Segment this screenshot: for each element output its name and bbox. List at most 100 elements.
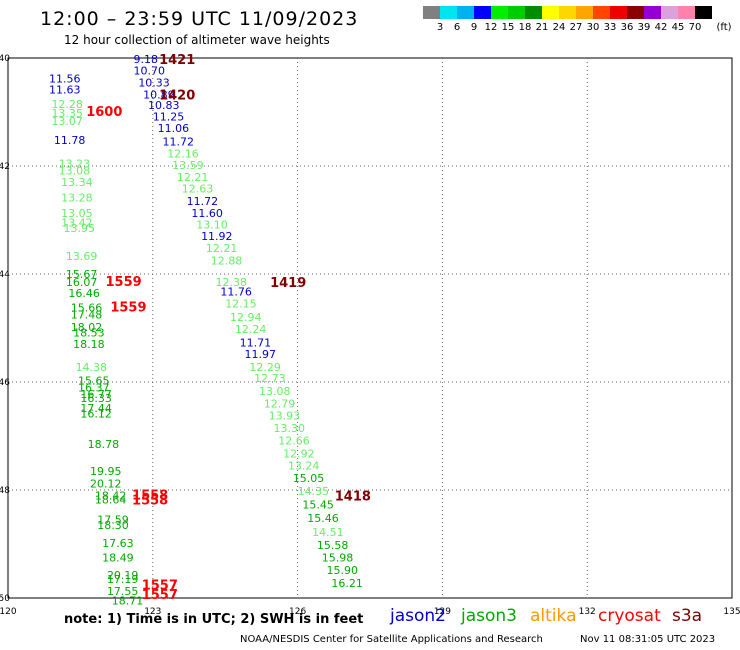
wave-height-point: 14.51 [312, 526, 344, 539]
wave-height-point: 16.46 [68, 287, 100, 300]
lon-tick-label: 129 [434, 607, 451, 617]
legend-jason2: jason2 [390, 606, 446, 626]
legend-jason3: jason3 [461, 606, 517, 626]
page-subtitle: 12 hour collection of altimeter wave hei… [64, 33, 330, 47]
wave-height-point: 13.93 [269, 409, 301, 422]
color-swatch [559, 6, 576, 19]
color-tick-label: 6 [453, 22, 461, 33]
lon-tick-label: 123 [144, 607, 161, 617]
wave-height-point: 13.95 [64, 222, 96, 235]
page-title: 12:00 – 23:59 UTC 11/09/2023 [40, 8, 359, 30]
wave-height-point: 15.46 [307, 512, 339, 525]
pass-time-label: 1420 [159, 89, 195, 104]
lon-tick-label: 135 [723, 607, 740, 617]
wave-height-point: 12.15 [225, 298, 257, 311]
color-tick-label: 12 [484, 22, 498, 33]
lat-tick-label: -48 [0, 486, 10, 496]
color-swatch [474, 6, 491, 19]
lon-tick-label: 132 [579, 607, 596, 617]
wave-height-point: 17.48 [71, 309, 103, 322]
note-text: note: 1) Time is in UTC; 2) SWH is in fe… [64, 612, 364, 627]
color-tick-label: 15 [501, 22, 515, 33]
color-tick-label: 27 [569, 22, 583, 33]
wave-height-point: 12.28 [51, 98, 83, 111]
wave-height-point: 18.18 [73, 338, 105, 351]
wave-height-point: 15.45 [302, 499, 334, 512]
legend-s3a: s3a [672, 606, 703, 626]
map-frame [7, 57, 733, 599]
wave-height-point: 13.30 [273, 422, 305, 435]
color-swatch [678, 6, 695, 19]
wave-height-point: 13.24 [288, 460, 320, 473]
pass-time-label: 1559 [105, 275, 141, 290]
wave-height-point: 12.16 [167, 148, 199, 161]
wave-height-point: 15.90 [327, 564, 359, 577]
lat-tick-label: -44 [0, 270, 10, 280]
color-swatch [491, 6, 508, 19]
color-swatch [610, 6, 627, 19]
wave-height-point: 13.34 [61, 176, 93, 189]
wave-height-point: 17.44 [80, 402, 112, 415]
color-swatch [661, 6, 678, 19]
wave-height-point: 12.66 [278, 434, 310, 447]
color-unit-label: (ft) [716, 22, 732, 33]
wave-height-point: 18.30 [97, 519, 129, 532]
wave-height-point: 15.66 [71, 301, 103, 314]
wave-height-point: 12.73 [254, 372, 286, 385]
lat-tick-label: -50 [0, 594, 10, 604]
wave-height-point: 15.98 [322, 552, 354, 565]
wave-height-point: 11.56 [49, 73, 81, 86]
wave-height-point: 17.19 [107, 573, 138, 586]
wave-height-point: 12.79 [264, 398, 296, 411]
lat-tick-label: -46 [0, 378, 10, 388]
lat-tick-label: -42 [0, 162, 10, 172]
wave-height-point: 14.35 [298, 485, 330, 498]
wave-height-point: 12.38 [216, 276, 248, 289]
wave-height-point: 13.23 [59, 157, 91, 170]
lat-tick-label: -40 [0, 54, 10, 64]
pass-time-label: 1559 [110, 300, 146, 315]
pass-time-label: 1557 [142, 588, 178, 603]
wave-height-point: 16.21 [331, 577, 363, 590]
wave-height-point: 11.63 [49, 83, 81, 96]
wave-height-point: 15.05 [293, 472, 325, 485]
wave-height-point: 18.53 [73, 326, 105, 339]
color-tick-label: 18 [518, 22, 532, 33]
wave-height-point: 18.78 [88, 438, 120, 451]
pass-time-label: 1558 [132, 494, 168, 509]
wave-height-point: 20.19 [107, 569, 138, 582]
wave-height-point: 12.29 [249, 361, 280, 374]
color-tick-label: 36 [620, 22, 634, 33]
wave-height-point: 13.07 [51, 115, 83, 128]
wave-height-point: 11.06 [158, 122, 190, 135]
wave-height-point: 11.72 [187, 195, 219, 208]
wave-height-point: 12.21 [177, 171, 209, 184]
wave-height-point: 12.63 [182, 183, 214, 196]
wave-height-point: 13.42 [61, 217, 93, 230]
color-swatch [627, 6, 644, 19]
wave-height-point: 17.59 [97, 514, 129, 527]
color-swatch [542, 6, 559, 19]
wave-height-point: 9.18 [133, 53, 158, 66]
color-tick-label: 3 [436, 22, 444, 33]
wave-height-point: 13.69 [66, 250, 98, 263]
wave-height-point: 11.76 [220, 285, 252, 298]
color-tick-label: 9 [470, 22, 478, 33]
wave-height-point: 16.37 [78, 381, 110, 394]
wave-height-point: 10.89 [143, 89, 175, 102]
color-swatch [593, 6, 610, 19]
wave-height-point: 12.88 [211, 255, 243, 268]
wave-height-point: 11.71 [240, 337, 272, 350]
color-tick-label: 24 [552, 22, 566, 33]
pass-time-label: 1600 [86, 105, 122, 120]
legend-cryosat: cryosat [598, 606, 661, 626]
wave-height-point: 11.60 [191, 207, 223, 220]
wave-height-point: 11.25 [153, 110, 185, 123]
footer-credit: NOAA/NESDIS Center for Satellite Applica… [240, 634, 543, 645]
wave-height-point: 18.42 [95, 489, 127, 502]
color-swatch [508, 6, 525, 19]
color-swatch [576, 6, 593, 19]
wave-height-point: 17.63 [102, 537, 133, 550]
color-swatch [525, 6, 542, 19]
wave-height-point: 14.38 [76, 361, 108, 374]
